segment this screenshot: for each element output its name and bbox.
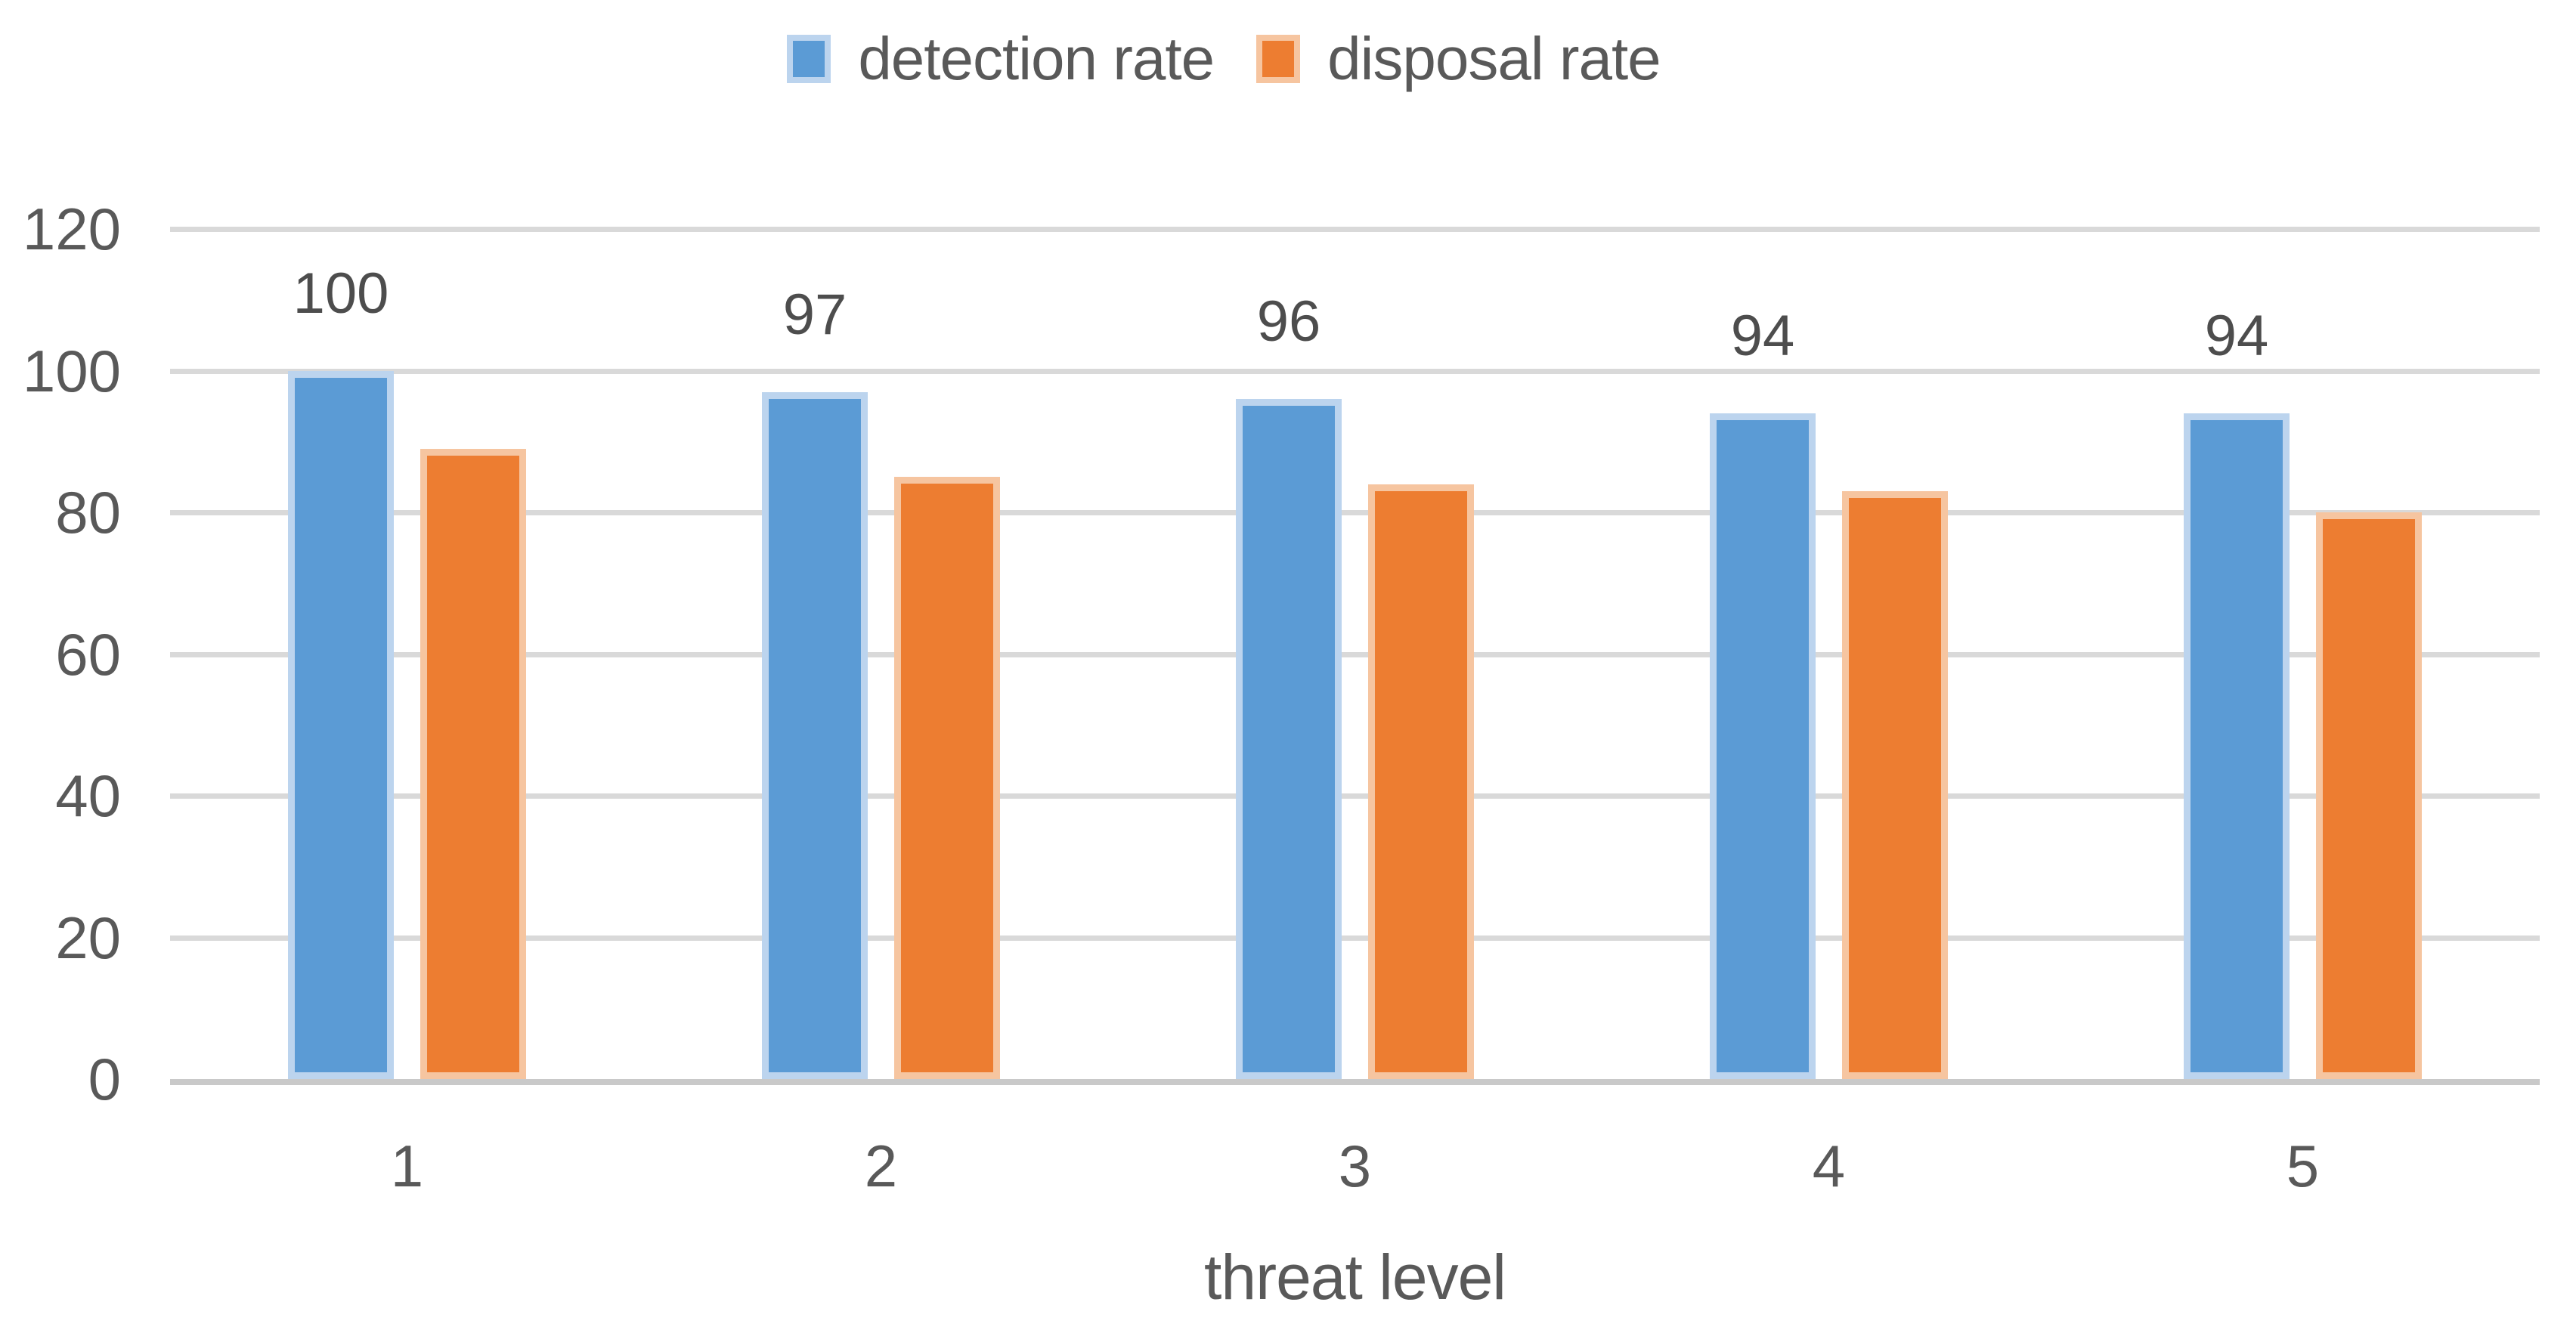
gridline-100 <box>170 368 2540 374</box>
x-tick-label-2: 2 <box>864 1133 898 1199</box>
legend-item-detection-rate[interactable]: detection rate <box>787 25 1215 92</box>
gridline-40 <box>170 793 2540 799</box>
bar-disposal-rate-3[interactable] <box>1368 484 1474 1079</box>
x-axis-title: threat level <box>1204 1242 1506 1313</box>
y-tick-label-0: 0 <box>88 1046 121 1112</box>
legend-item-disposal-rate[interactable]: disposal rate <box>1256 29 1661 89</box>
bar-detection-rate-5[interactable] <box>2184 413 2290 1079</box>
y-tick-label-20: 20 <box>55 904 121 971</box>
bar-detection-rate-1[interactable] <box>288 370 394 1079</box>
data-label-detection-rate-5: 94 <box>2204 303 2269 368</box>
x-tick-label-1: 1 <box>390 1133 424 1199</box>
gridline-120 <box>170 227 2540 232</box>
gridline-60 <box>170 651 2540 657</box>
legend-label-detection-rate: detection rate <box>858 25 1215 92</box>
bar-detection-rate-3[interactable] <box>1236 399 1342 1079</box>
x-tick-label-5: 5 <box>2286 1133 2320 1199</box>
gridline-80 <box>170 510 2540 515</box>
disposal-rate-swatch-icon <box>1256 35 1301 83</box>
y-tick-label-100: 100 <box>22 337 121 404</box>
x-axis-line <box>170 1079 2540 1085</box>
y-tick-label-60: 60 <box>55 620 121 688</box>
y-tick-label-120: 120 <box>22 196 121 262</box>
data-label-detection-rate-3: 96 <box>1256 289 1321 354</box>
x-tick-label-4: 4 <box>1812 1133 1846 1199</box>
data-label-detection-rate-1: 100 <box>293 261 389 326</box>
x-tick-label-3: 3 <box>1338 1133 1372 1199</box>
bar-disposal-rate-5[interactable] <box>2316 512 2422 1079</box>
bar-disposal-rate-2[interactable] <box>894 477 1000 1079</box>
bar-disposal-rate-4[interactable] <box>1842 490 1948 1079</box>
chart-legend: detection rate disposal rate <box>0 29 2576 89</box>
data-label-detection-rate-4: 94 <box>1730 303 1795 368</box>
y-tick-label-40: 40 <box>55 762 121 829</box>
data-label-detection-rate-2: 97 <box>782 282 847 347</box>
gridline-20 <box>170 935 2540 941</box>
bar-disposal-rate-1[interactable] <box>420 448 526 1079</box>
y-tick-label-80: 80 <box>55 479 121 546</box>
bar-detection-rate-2[interactable] <box>762 391 868 1079</box>
detection-rate-swatch-icon <box>787 35 831 83</box>
legend-label-disposal-rate: disposal rate <box>1327 25 1661 92</box>
bar-detection-rate-4[interactable] <box>1710 413 1816 1079</box>
